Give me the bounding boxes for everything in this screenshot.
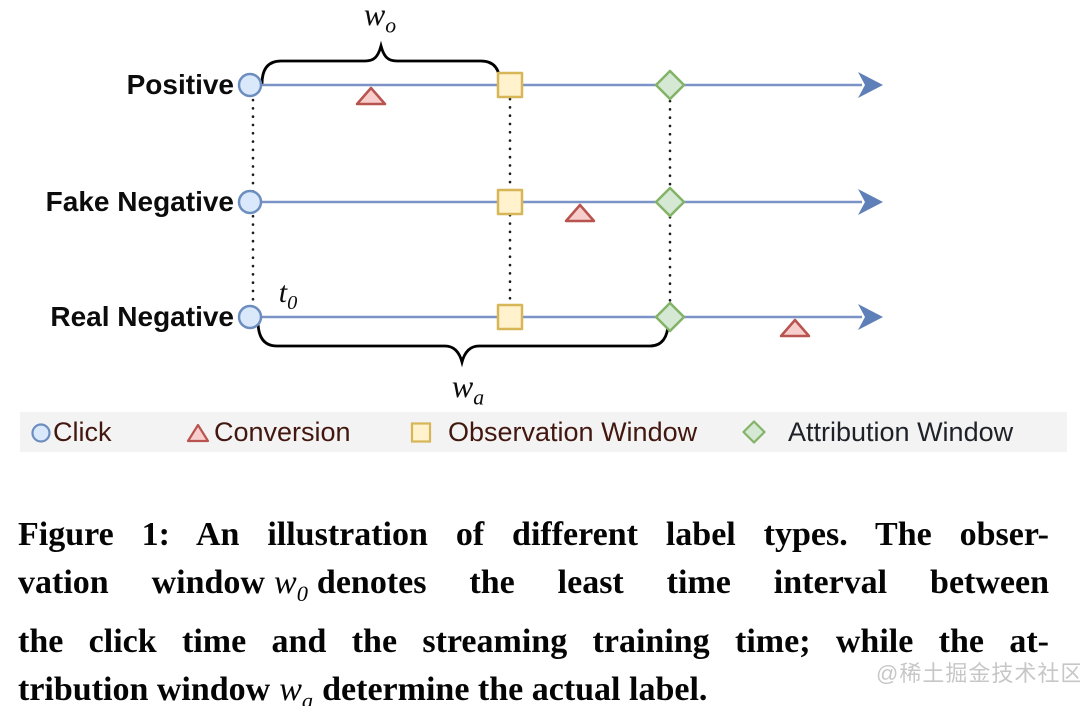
legend-label-observation-window: Observation Window [448,417,698,447]
legend-item-click: Click [29,412,112,452]
attribution-window-marker [654,186,686,218]
caption-wa-math: wa [279,671,313,706]
observation-window-icon [410,422,432,443]
legend-label-click: Click [53,417,112,447]
timeline-real-negative [237,301,883,338]
row-label-fake-negative: Fake Negative [45,186,234,217]
t0-label: t0 [263,276,313,315]
legend-item-conversion: Conversion [185,412,351,452]
brace-attribution-window-wa [256,319,670,368]
timeline-positive [237,69,883,106]
caption-w0-math: w0 [274,564,308,606]
timeline-arrowhead [858,189,883,215]
observation-window-marker [496,303,524,331]
caption-line-4: tribution window wa determine the actual l… [18,666,1049,706]
conversion-marker [355,86,387,106]
wo-sub: o [385,13,397,38]
brace-observation-window-wo [260,40,502,86]
click-icon [31,423,51,443]
legend-bar: Click Conversion Observation Window Attr… [20,412,1067,452]
caption-wa-base: w [279,670,302,706]
conversion-marker [564,203,596,223]
caption-line-2-pre: vation window [18,564,265,601]
caption-w0-base: w [274,564,297,601]
row-label-positive: Positive [126,69,234,100]
observation-window-marker [496,188,524,216]
attribution-window-marker [654,301,686,333]
legend-label-conversion: Conversion [214,417,351,447]
legend-item-attribution-window: Attribution Window [741,412,1013,452]
wa-sub: a [473,385,485,410]
attribution-window-icon [742,420,766,444]
wa-label: wa [418,368,518,410]
figure-caption: Figure 1: An illustration of different l… [18,511,1049,706]
label-types-diagram [237,40,883,368]
wa-base: w [451,368,474,404]
click-marker [237,304,263,330]
click-marker [237,72,263,98]
caption-w0-sub: 0 [296,580,308,606]
timeline-arrowhead [858,72,883,98]
observation-window-marker [496,71,524,99]
row-label-real-negative: Real Negative [50,301,234,332]
watermark: @稀土掘金技术社区 [876,661,1080,686]
caption-line-2-post: denotes the least time interval between [316,564,1050,601]
t0-base: t [278,276,288,309]
timeline-fake-negative [237,186,883,223]
wo-base: w [363,0,386,32]
conversion-icon [186,423,210,443]
caption-wa-sub: a [301,687,314,706]
timeline-arrowhead [858,304,883,330]
caption-line-4-post: determine the actual label. [322,670,708,706]
click-marker [237,189,263,215]
conversion-marker [779,318,811,338]
caption-line-1: Figure 1: An illustration of different l… [18,516,1049,553]
caption-line-3: the click time and the streaming trainin… [18,622,1049,660]
t0-sub: 0 [287,292,298,314]
wo-label: wo [340,0,420,38]
legend-label-attribution-window: Attribution Window [788,417,1014,447]
caption-line-4-pre: tribution window [18,670,271,706]
legend-item-observation-window: Observation Window [409,412,697,452]
attribution-window-marker [654,69,686,101]
caption-line-2: vation window w0 denotes the least time in… [18,559,1049,618]
